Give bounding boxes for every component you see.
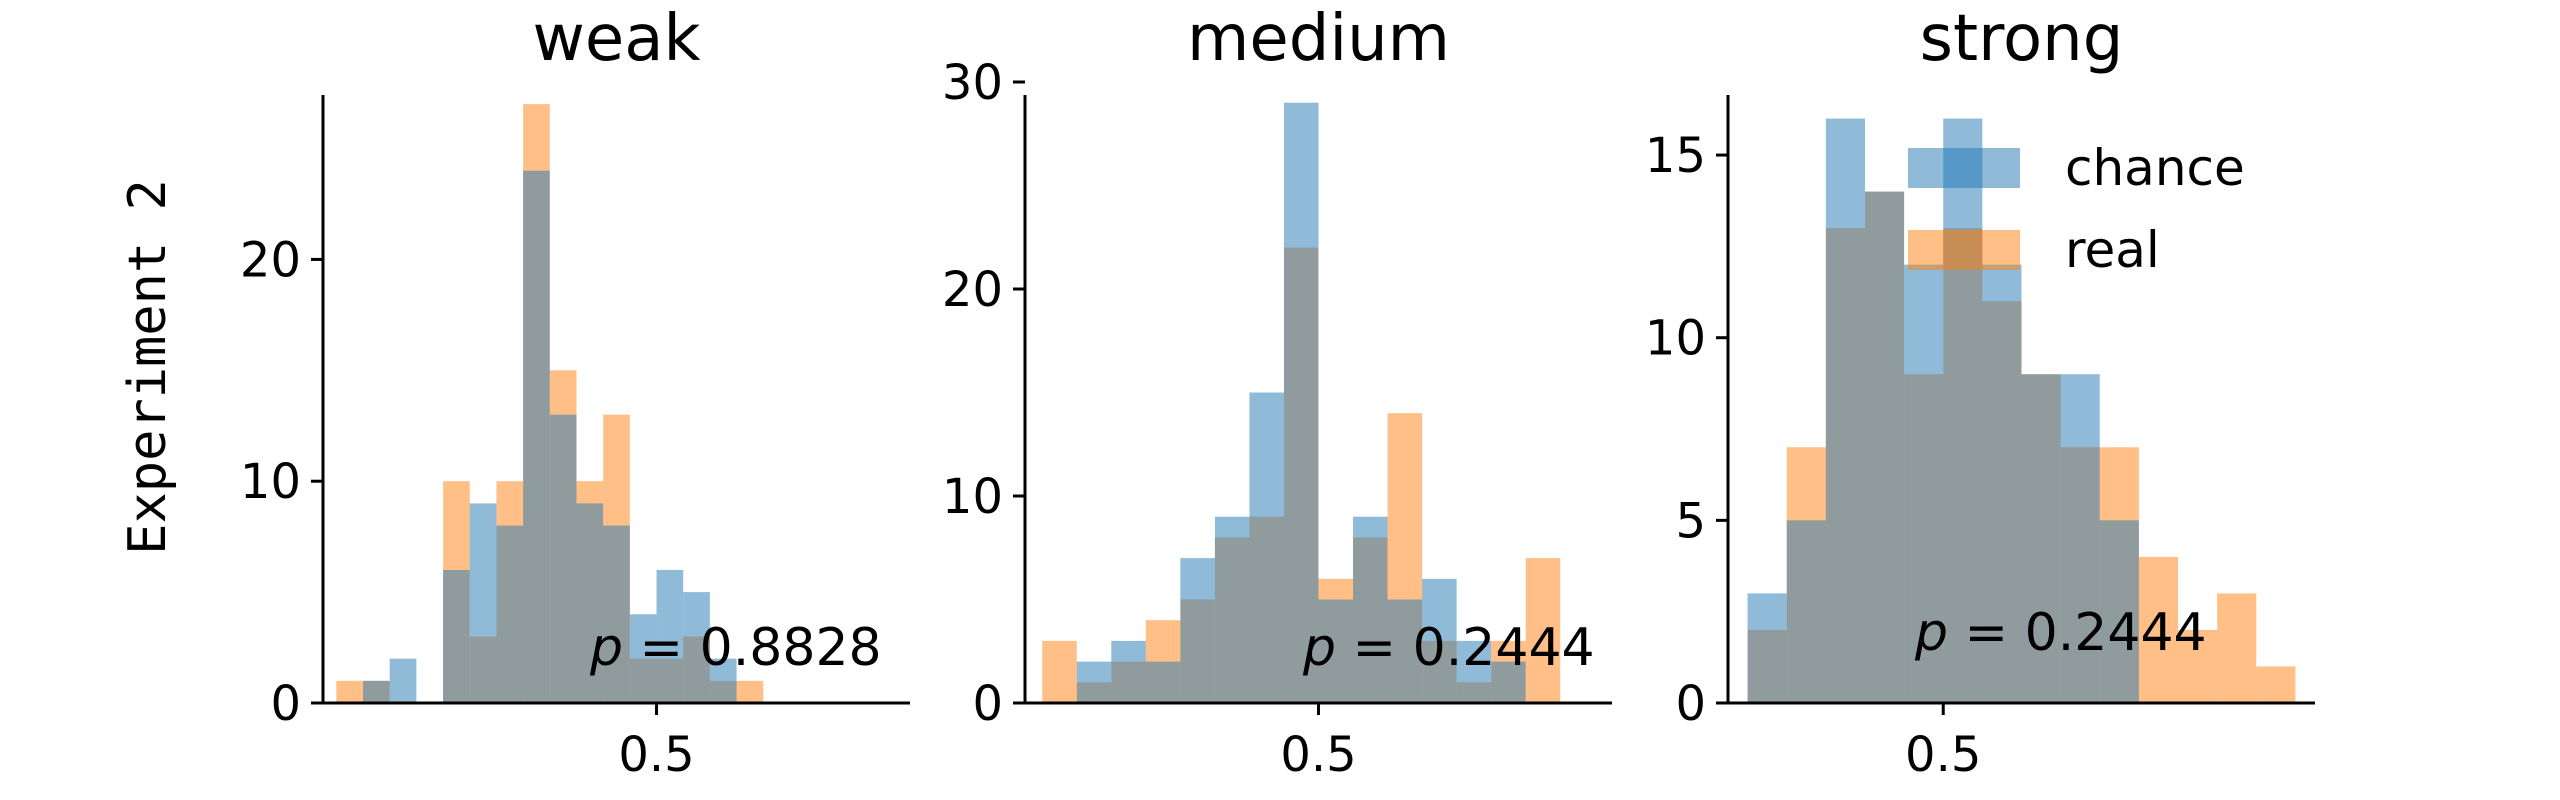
y-tick-label: 10 [942,469,1003,525]
x-tick-label: 0.5 [618,727,694,783]
p-symbol: p [589,618,623,678]
bar-chance [469,503,497,703]
p-value: 0.8828 [700,618,882,678]
bar-chance [1982,264,2022,703]
bar-chance [1249,392,1284,703]
bar-chance [1491,661,1526,703]
bar-chance [1283,102,1319,703]
bar-real [736,680,764,703]
x-tick-label: 0.5 [1905,727,1981,783]
bar-chance [1076,661,1112,703]
bar-real [336,680,364,703]
bar-chance [523,170,550,703]
x-tick-label: 0.5 [1280,727,1356,783]
panel-weak: 0 10 20 0.5 weak p = 0.8828 [240,2,910,783]
bar-chance [576,503,604,703]
bar-chance [1456,640,1492,703]
bar-chance [363,680,390,703]
legend-swatch [1908,148,2020,188]
legend-swatch [1908,230,2020,270]
bar-chance [656,569,684,703]
p-value-annotation: p = 0.2444 [1302,618,1595,678]
p-value-annotation: p = 0.2444 [1914,603,2207,663]
p-symbol: p [1302,618,1336,678]
bar-real [1525,558,1561,703]
bar-chance [1864,191,1905,703]
bar-chance [1353,516,1388,703]
bar-chance [2099,520,2139,703]
bar-chance [1943,118,1983,703]
series-chance [1747,118,2139,703]
bar-chance [683,592,710,703]
y-tick-label: 20 [240,232,301,288]
bar-chance [2021,374,2061,703]
p-value: 0.2444 [1413,618,1595,678]
y-tick-label: 10 [240,454,301,510]
panel-title: weak [533,2,701,76]
bar-chance [1318,599,1354,703]
bar-chance [1825,118,1865,703]
y-tick-label: 20 [942,262,1003,318]
bar-chance [1747,593,1787,703]
legend-entry-chance: chance [1908,139,2245,197]
bar-chance [1214,516,1250,703]
y-tick-label: 0 [972,676,1003,732]
p-equals: = [1336,618,1413,678]
legend-label: real [2065,221,2160,279]
bar-real [1042,640,1077,703]
panels: 0 10 20 0.5 weak p = 0.8828 0 10 20 30 0.5 medium p … [240,2,2315,783]
p-equals: = [1948,603,2025,663]
bar-chance [1180,558,1215,703]
p-symbol: p [1914,603,1948,663]
series-chance [1076,102,1526,703]
bar-chance [1111,640,1146,703]
panel-title: medium [1187,2,1450,76]
legend-label: chance [2065,139,2245,197]
bar-chance [2060,374,2100,703]
series-chance [363,170,737,703]
panel-title: strong [1920,2,2124,76]
y-tick-label: 10 [1645,311,1706,367]
bar-chance [496,525,524,703]
y-tick-label: 5 [1675,493,1706,549]
bar-chance [1904,264,1944,703]
bar-chance [709,658,737,703]
bar-chance [549,414,577,703]
legend-entry-real: real [1908,221,2160,279]
bar-chance [1145,661,1181,703]
bar-real [2217,593,2257,703]
bar-chance [603,525,630,703]
p-value: 0.2444 [2025,603,2207,663]
panel-medium: 0 10 20 30 0.5 medium p = 0.2444 [942,2,1612,783]
p-value-annotation: p = 0.8828 [589,618,882,678]
legend: chance real [1908,139,2245,279]
bar-real [2138,556,2179,703]
bar-chance [1786,520,1826,703]
bar-chance [443,569,470,703]
bar-chance [389,658,417,703]
bar-chance [1387,599,1423,703]
bar-chance [629,614,657,703]
row-label: Experiment 2 [118,179,178,555]
bar-real [2256,666,2296,703]
bar-chance [1422,578,1457,703]
bar-real [2178,629,2218,703]
y-tick-label: 15 [1645,128,1706,184]
y-tick-label: 0 [270,676,301,732]
p-equals: = [623,618,700,678]
panel-strong: 0 5 10 15 0.5 strong p = 0.2444 [1645,2,2315,783]
y-tick-label: 30 [942,55,1003,111]
y-tick-label: 0 [1675,676,1706,732]
